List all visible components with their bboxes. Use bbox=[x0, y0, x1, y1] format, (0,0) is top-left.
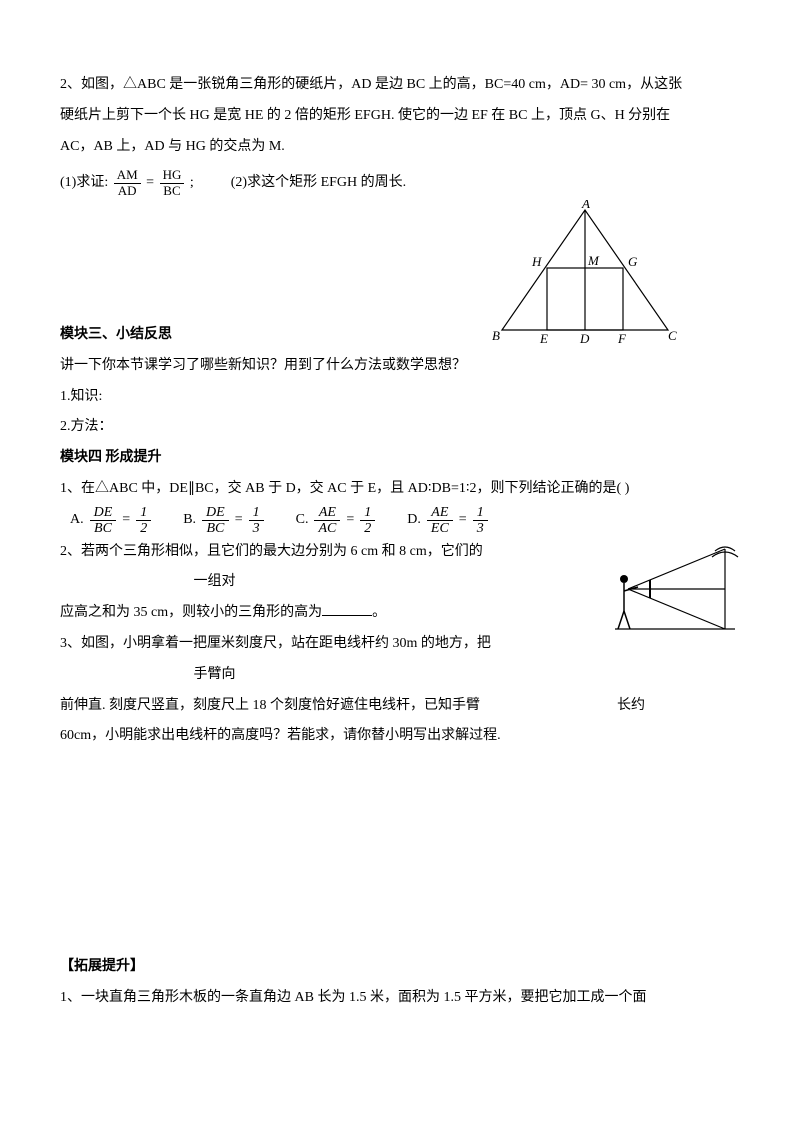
m4-q2-l2a: 应高之和为 35 cm，则较小的三角形的高为 bbox=[60, 605, 322, 620]
label-h: H bbox=[531, 254, 542, 269]
module-3-knowledge: 1.知识: bbox=[60, 382, 740, 413]
choice-c-rhs: 1 2 bbox=[360, 505, 375, 537]
q2-line-1: 2、如图，△ABC 是一张锐角三角形的硬纸片，AD 是边 BC 上的高，BC=4… bbox=[60, 70, 740, 101]
module-3-title: 模块三、小结反思 bbox=[60, 320, 740, 351]
m4-q2-line1: 2、若两个三角形相似，且它们的最大边分别为 6 cm 和 8 cm，它们的 一组… bbox=[60, 537, 740, 599]
module-3-method: 2.方法： bbox=[60, 412, 740, 443]
q2-frac-am-ad: AM AD bbox=[114, 168, 141, 198]
choice-a-lhs: DE BC bbox=[90, 505, 117, 537]
choice-c-label: C. bbox=[296, 505, 309, 536]
choice-a: A. DE BC = 1 2 bbox=[70, 505, 153, 537]
choice-d-lhs: AE EC bbox=[427, 505, 453, 537]
blank-fill bbox=[322, 602, 372, 616]
label-a: A bbox=[581, 200, 590, 211]
m4-q1-text: 1、在△ABC 中，DE∥BC，交 AB 于 D，交 AC 于 E，且 AD∶D… bbox=[60, 474, 740, 505]
choice-b-lhs: DE BC bbox=[202, 505, 229, 537]
q2-line-2: 硬纸片上剪下一个长 HG 是宽 HE 的 2 倍的矩形 EFGH. 使它的一边 … bbox=[60, 101, 740, 132]
choice-c-lhs: AE AC bbox=[314, 505, 340, 537]
module-3-question: 讲一下你本节课学习了哪些新知识？用到了什么方法或数学思想？ bbox=[60, 351, 740, 382]
question-2: 2、如图，△ABC 是一张锐角三角形的硬纸片，AD 是边 BC 上的高，BC=4… bbox=[60, 70, 740, 220]
q2-line-3: AC，AB 上，AD 与 HG 的交点为 M. bbox=[60, 132, 550, 163]
choice-b: B. DE BC = 1 3 bbox=[183, 505, 265, 537]
m4-q3-l2b: 长约 bbox=[617, 698, 645, 713]
eq-sign: = bbox=[346, 505, 354, 536]
choice-b-label: B. bbox=[183, 505, 196, 536]
m4-q3-l2a: 前伸直. 刻度尺竖直，刻度尺上 18 个刻度恰好遮住电线杆，已知手臂 bbox=[60, 698, 480, 713]
m4-q2-l1b: 一组对 bbox=[194, 574, 236, 589]
choice-c: C. AE AC = 1 2 bbox=[296, 505, 378, 537]
choice-d-label: D. bbox=[407, 505, 421, 536]
module-4-title: 模块四 形成提升 bbox=[60, 443, 740, 474]
m4-q2-l2b: 。 bbox=[372, 605, 386, 620]
q2-sub1-pre: (1)求证: bbox=[60, 175, 108, 190]
m4-q2-line2: 应高之和为 35 cm，则较小的三角形的高为 。 bbox=[60, 598, 740, 629]
q2-sub2: (2)求这个矩形 EFGH 的周长. bbox=[231, 175, 406, 190]
extension-q1: 1、一块直角三角形木板的一条直角边 AB 长为 1.5 米，面积为 1.5 平方… bbox=[60, 983, 740, 1014]
eq-sign: = bbox=[235, 505, 243, 536]
choice-a-rhs: 1 2 bbox=[136, 505, 151, 537]
label-m: M bbox=[587, 253, 600, 268]
q2-subquestions: (1)求证: AM AD = HG BC ; (2)求这个矩形 EFGH 的周长… bbox=[60, 168, 550, 199]
m4-q3-line1: 3、如图，小明拿着一把厘米刻度尺，站在距电线杆约 30m 的地方，把 手臂向 bbox=[60, 629, 740, 691]
m4-q3-line2: 前伸直. 刻度尺竖直，刻度尺上 18 个刻度恰好遮住电线杆，已知手臂 长约 bbox=[60, 691, 740, 722]
choice-d: D. AE EC = 1 3 bbox=[407, 505, 489, 537]
eq-sign: = bbox=[122, 505, 130, 536]
q2-eq: = bbox=[146, 175, 154, 190]
q2-sub1-post: ; bbox=[190, 175, 194, 190]
q2-frac-hg-bc: HG BC bbox=[160, 168, 185, 198]
m4-q3-l1a: 3、如图，小明拿着一把厘米刻度尺，站在距电线杆约 30m 的地方，把 bbox=[60, 636, 491, 651]
m4-q3-line3: 60cm，小明能求出电线杆的高度吗？若能求，请你替小明写出求解过程. bbox=[60, 721, 740, 752]
choice-b-rhs: 1 3 bbox=[249, 505, 264, 537]
m4-q1-choices: A. DE BC = 1 2 B. DE BC = 1 3 C. AE AC =… bbox=[70, 505, 740, 537]
spacer bbox=[60, 752, 740, 952]
label-g: G bbox=[628, 254, 638, 269]
choice-a-label: A. bbox=[70, 505, 84, 536]
choice-d-rhs: 1 3 bbox=[473, 505, 488, 537]
m4-q3-l1b: 手臂向 bbox=[194, 667, 236, 682]
m4-q2-q3-block: 2、若两个三角形相似，且它们的最大边分别为 6 cm 和 8 cm，它们的 一组… bbox=[60, 537, 740, 753]
m4-q2-l1a: 2、若两个三角形相似，且它们的最大边分别为 6 cm 和 8 cm，它们的 bbox=[60, 544, 483, 559]
eq-sign: = bbox=[459, 505, 467, 536]
extension-title: 【拓展提升】 bbox=[60, 952, 740, 983]
